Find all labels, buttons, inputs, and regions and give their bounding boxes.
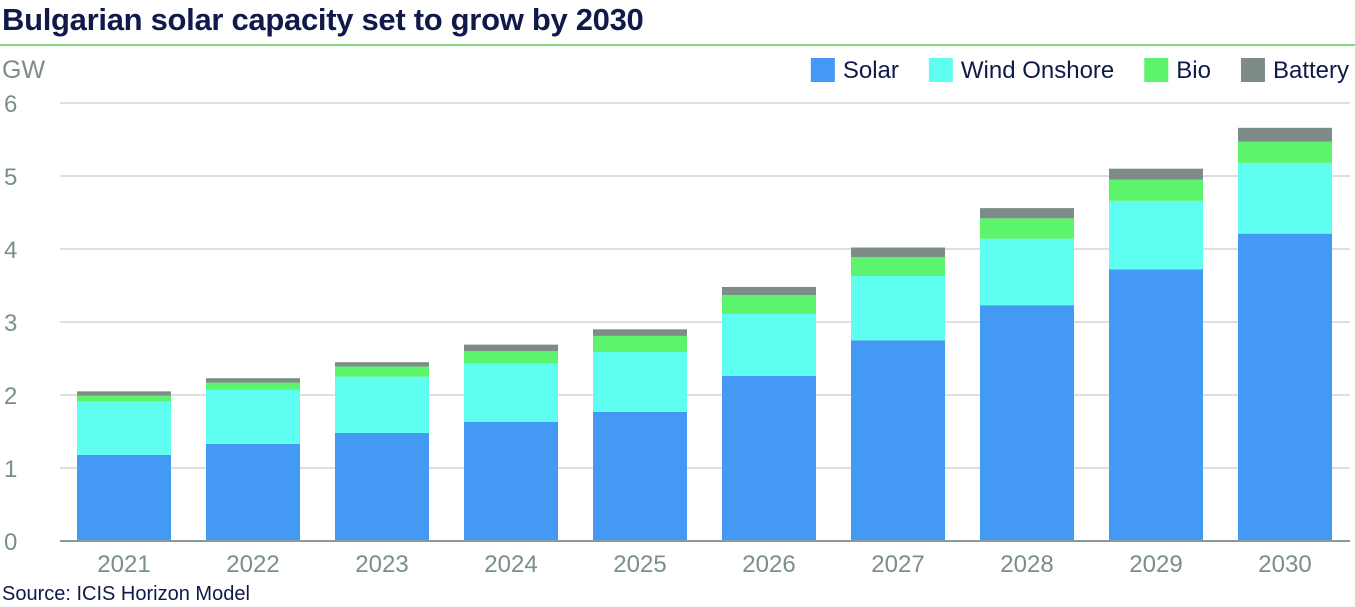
y-tick-label: 2 bbox=[4, 383, 17, 410]
bar-bio-2027 bbox=[851, 257, 945, 277]
bar-wind-onshore-2026 bbox=[722, 313, 816, 377]
y-axis-unit: GW bbox=[2, 56, 45, 84]
bar-battery-2029 bbox=[1109, 168, 1203, 180]
bar-battery-2024 bbox=[464, 344, 558, 352]
legend-label-battery: Battery bbox=[1273, 57, 1349, 84]
x-tick-label: 2026 bbox=[742, 551, 795, 578]
x-tick-label: 2027 bbox=[871, 551, 924, 578]
x-tick-label: 2022 bbox=[226, 551, 279, 578]
bar-battery-2027 bbox=[851, 247, 945, 258]
bar-wind-onshore-2021 bbox=[77, 401, 171, 455]
x-tick-label: 2028 bbox=[1000, 551, 1053, 578]
bar-bio-2021 bbox=[77, 395, 171, 402]
x-tick-label: 2030 bbox=[1258, 551, 1311, 578]
bar-solar-2028 bbox=[980, 305, 1074, 541]
bars bbox=[77, 127, 1332, 542]
y-tick-label: 4 bbox=[4, 237, 17, 264]
x-tick-label: 2021 bbox=[97, 551, 150, 578]
x-tick-labels: 2021 2022 2023 2024 2025 2026 2027 2028 2029 2030 bbox=[97, 551, 1311, 578]
y-tick-label: 1 bbox=[4, 456, 17, 483]
bar-solar-2029 bbox=[1109, 269, 1203, 541]
bar-wind-onshore-2027 bbox=[851, 276, 945, 341]
x-tick-label: 2024 bbox=[484, 551, 537, 578]
bar-wind-onshore-2022 bbox=[206, 389, 300, 444]
bar-bio-2028 bbox=[980, 218, 1074, 239]
y-tick-label: 5 bbox=[4, 164, 17, 191]
legend-swatch-solar bbox=[810, 58, 835, 82]
legend-label-solar: Solar bbox=[843, 57, 899, 84]
bar-battery-2023 bbox=[335, 362, 429, 367]
bar-solar-2027 bbox=[851, 340, 945, 541]
bar-bio-2026 bbox=[722, 294, 816, 314]
legend-label-bio: Bio bbox=[1176, 57, 1211, 84]
bar-solar-2023 bbox=[335, 432, 429, 541]
legend: Solar Wind Onshore Bio Battery bbox=[810, 57, 1349, 84]
bar-battery-2022 bbox=[206, 378, 300, 383]
title-divider bbox=[0, 44, 1355, 46]
bar-bio-2022 bbox=[206, 382, 300, 390]
chart-title: Bulgarian solar capacity set to grow by … bbox=[2, 2, 644, 37]
legend-swatch-battery bbox=[1240, 58, 1265, 82]
bar-wind-onshore-2030 bbox=[1238, 162, 1332, 234]
bar-bio-2025 bbox=[593, 335, 687, 352]
legend-swatch-bio bbox=[1144, 58, 1169, 82]
bar-battery-2025 bbox=[593, 329, 687, 336]
bar-solar-2026 bbox=[722, 376, 816, 541]
bar-battery-2028 bbox=[980, 208, 1074, 219]
bar-wind-onshore-2024 bbox=[464, 363, 558, 423]
bar-battery-2030 bbox=[1238, 127, 1332, 142]
bar-wind-onshore-2025 bbox=[593, 351, 687, 412]
bar-bio-2030 bbox=[1238, 141, 1332, 163]
x-tick-label: 2029 bbox=[1129, 551, 1182, 578]
x-tick-label: 2025 bbox=[613, 551, 666, 578]
bar-solar-2022 bbox=[206, 443, 300, 541]
bar-wind-onshore-2023 bbox=[335, 376, 429, 433]
bar-wind-onshore-2028 bbox=[980, 238, 1074, 306]
y-tick-label: 0 bbox=[4, 529, 17, 556]
bar-bio-2024 bbox=[464, 351, 558, 364]
source-note: Source: ICIS Horizon Model bbox=[2, 583, 250, 605]
legend-label-wind-onshore: Wind Onshore bbox=[961, 57, 1114, 84]
bar-battery-2026 bbox=[722, 286, 816, 295]
bar-bio-2023 bbox=[335, 366, 429, 377]
bar-battery-2021 bbox=[77, 391, 171, 396]
bar-solar-2021 bbox=[77, 454, 171, 541]
y-tick-label: 3 bbox=[4, 310, 17, 337]
bar-solar-2024 bbox=[464, 422, 558, 541]
y-tick-labels: 0 1 2 3 4 5 6 bbox=[4, 91, 17, 556]
bar-wind-onshore-2029 bbox=[1109, 200, 1203, 270]
bar-solar-2025 bbox=[593, 411, 687, 541]
stacked-bar-chart: 0 1 2 3 4 5 6 2021 2022 2023 2024 2025 2026 2027 2028… bbox=[2, 56, 1350, 578]
legend-swatch-wind-onshore bbox=[928, 58, 953, 82]
bar-solar-2030 bbox=[1238, 233, 1332, 542]
x-tick-label: 2023 bbox=[355, 551, 408, 578]
bar-bio-2029 bbox=[1109, 179, 1203, 201]
y-tick-label: 6 bbox=[4, 91, 17, 118]
